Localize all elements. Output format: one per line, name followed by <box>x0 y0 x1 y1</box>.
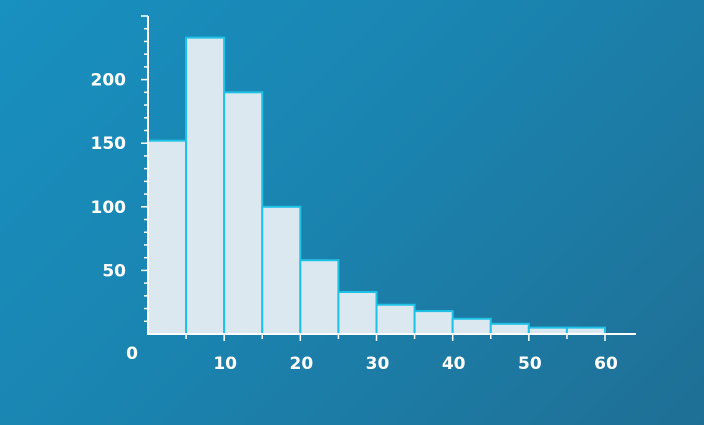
bar-25-30 <box>337 291 378 335</box>
bars-layer <box>147 36 607 336</box>
y-tick-label-100: 100 <box>91 198 127 218</box>
bar-35-40 <box>413 310 454 336</box>
x-tick-label-30: 30 <box>366 354 390 374</box>
x-tick-label-20: 20 <box>289 354 313 374</box>
y-tick-label-50: 50 <box>102 261 126 281</box>
bar-45-50 <box>489 322 530 336</box>
x-tick-label-50: 50 <box>518 354 542 374</box>
labels-layer: 0 50 100 150 200 10 20 30 40 50 60 <box>91 71 618 374</box>
bar-15-20 <box>261 205 302 335</box>
y-tick-label-200: 200 <box>91 71 127 91</box>
origin-label: 0 <box>126 344 138 364</box>
bar-20-25 <box>299 259 340 335</box>
bar-10-15 <box>223 91 264 335</box>
x-tick-label-10: 10 <box>213 354 237 374</box>
bar-40-45 <box>451 317 492 335</box>
x-tick-label-40: 40 <box>442 354 466 374</box>
bar-5-10 <box>185 36 226 336</box>
bar-0-5 <box>147 139 188 335</box>
bar-30-35 <box>375 303 416 335</box>
y-tick-label-150: 150 <box>91 134 127 154</box>
ticks-layer <box>141 15 606 341</box>
axes-layer <box>147 16 636 335</box>
x-tick-label-60: 60 <box>594 354 618 374</box>
